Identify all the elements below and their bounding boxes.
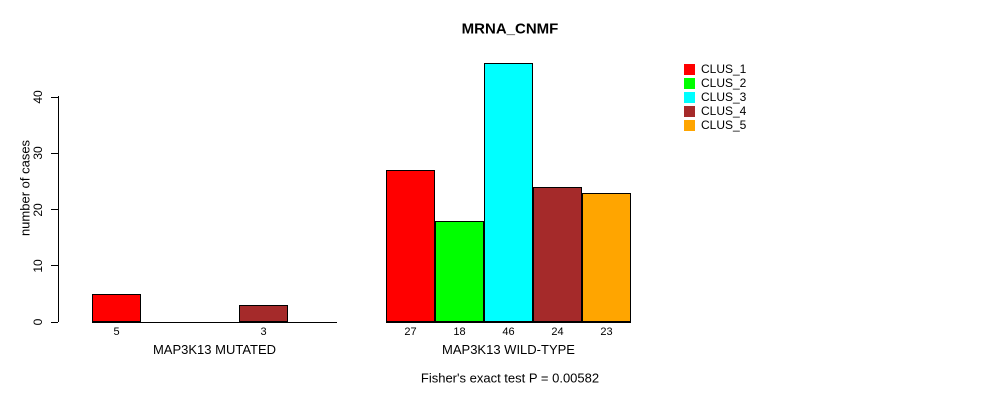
legend-item-label: CLUS_3: [701, 90, 747, 104]
y-axis-line: [58, 96, 59, 322]
bar-value-label: 3: [260, 326, 267, 338]
y-axis-tick-label: 30: [31, 146, 45, 160]
legend-item-label: CLUS_4: [701, 104, 747, 118]
x-axis-baseline: [92, 321, 337, 323]
group-label: MAP3K13 MUTATED: [152, 342, 277, 357]
legend-item-CLUS_2: CLUS_2: [684, 76, 746, 90]
bar-CLUS_4: [533, 187, 582, 322]
chart-title: MRNA_CNMF: [461, 20, 559, 38]
x-axis-baseline: [386, 321, 631, 323]
legend-swatch-icon: [684, 105, 695, 117]
legend-item-CLUS_4: CLUS_4: [684, 104, 746, 118]
y-axis-tick: [51, 209, 58, 210]
legend-swatch-icon: [684, 91, 695, 103]
y-axis-tick-label: 40: [31, 90, 45, 104]
y-axis-tick: [51, 265, 58, 267]
bar-CLUS_1: [386, 170, 435, 322]
y-axis-tick-label: 20: [31, 202, 45, 217]
legend-item-CLUS_5: CLUS_5: [684, 118, 746, 132]
legend-swatch-icon: [684, 119, 695, 131]
legend-item-label: CLUS_5: [701, 118, 747, 132]
legend-swatch-icon: [684, 77, 695, 89]
legend-item-CLUS_1: CLUS_1: [684, 62, 746, 76]
legend-item-CLUS_3: CLUS_3: [684, 90, 746, 104]
bar-value-label: 5: [113, 326, 120, 338]
bar-CLUS_3: [484, 63, 533, 322]
legend-item-label: CLUS_1: [701, 62, 747, 76]
bar-CLUS_2: [435, 220, 484, 322]
legend-item-label: CLUS_2: [701, 76, 747, 90]
bar-CLUS_4: [239, 305, 288, 322]
bar-CLUS_1: [92, 293, 141, 322]
y-axis-tick-label: 0: [31, 318, 45, 326]
legend: CLUS_1 CLUS_2 CLUS_3 CLUS_4 CLUS_5: [684, 62, 746, 132]
bar-value-label: 24: [551, 326, 564, 338]
y-axis-tick-label: 10: [31, 259, 45, 273]
y-axis-tick: [51, 96, 58, 98]
y-axis-tick: [51, 152, 58, 154]
bar-value-label: 18: [453, 326, 466, 338]
fisher-test-annotation: Fisher's exact test P = 0.00582: [420, 370, 600, 386]
bar-value-label: 23: [600, 326, 613, 338]
bar-CLUS_5: [582, 192, 631, 322]
bar-value-label: 27: [404, 326, 417, 338]
bar-value-label: 46: [502, 326, 515, 338]
y-axis-tick: [51, 321, 58, 323]
legend-swatch-icon: [684, 63, 695, 75]
group-label: MAP3K13 WILD-TYPE: [442, 342, 575, 357]
